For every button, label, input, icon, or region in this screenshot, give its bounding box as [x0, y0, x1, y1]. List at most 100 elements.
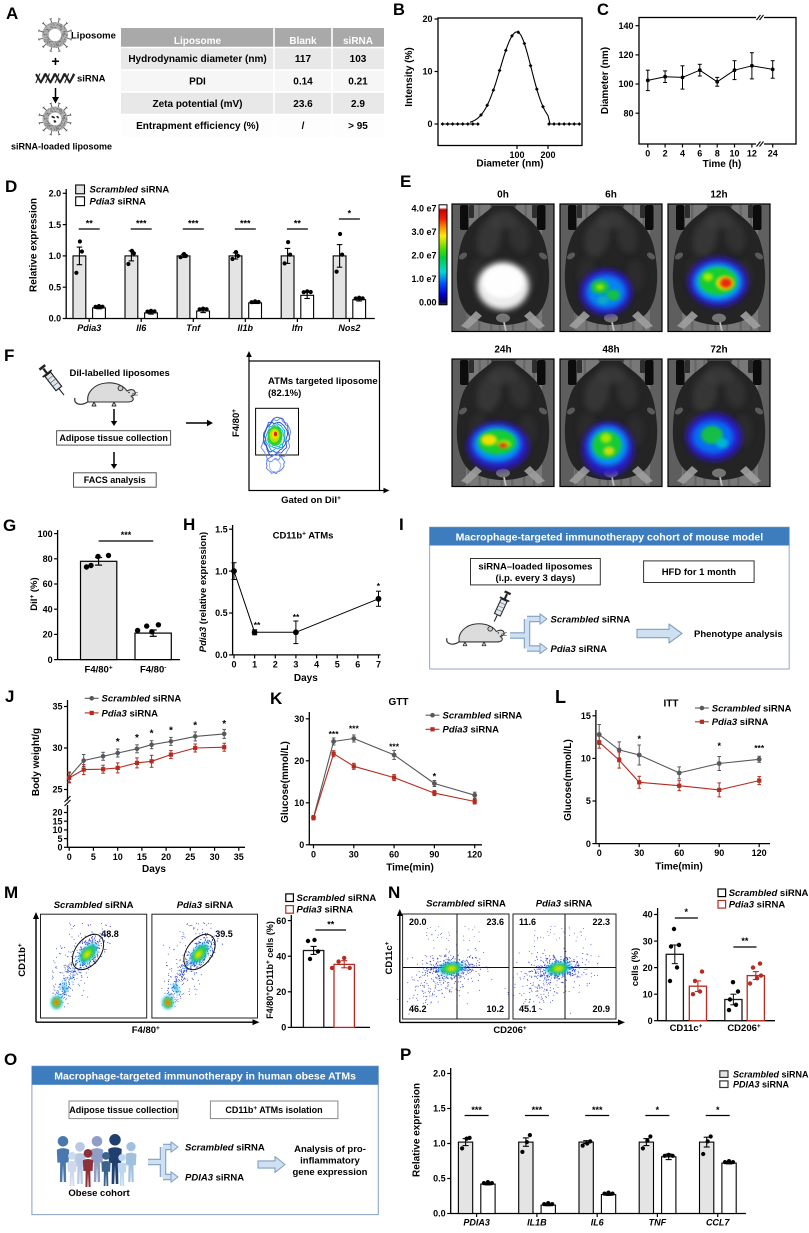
svg-text:***: ***	[389, 742, 400, 752]
svg-text:10: 10	[422, 67, 432, 77]
svg-text:Obese cohort: Obese cohort	[68, 1188, 130, 1199]
svg-text:15: 15	[581, 711, 591, 721]
svg-text:/: /	[302, 121, 305, 132]
svg-text:M: M	[4, 883, 18, 902]
svg-text:1.0 e7: 1.0 e7	[411, 274, 436, 284]
svg-text:23.6: 23.6	[293, 99, 313, 110]
svg-text:Days: Days	[142, 864, 166, 875]
svg-text:0.00: 0.00	[419, 298, 437, 308]
svg-text:120: 120	[752, 848, 767, 858]
svg-text:Intensity (%): Intensity (%)	[404, 47, 415, 106]
svg-text:10: 10	[729, 149, 739, 159]
svg-text:DiI+ (%): DiI+ (%)	[29, 577, 40, 610]
svg-text:***: ***	[592, 1105, 603, 1115]
svg-text:***: ***	[240, 219, 251, 229]
svg-text:*: *	[685, 907, 689, 917]
svg-text:Diameter (nm): Diameter (nm)	[600, 47, 611, 114]
svg-text:20: 20	[52, 808, 62, 818]
svg-text:8: 8	[715, 149, 720, 159]
svg-text:Pdia3 siRNA: Pdia3 siRNA	[712, 717, 769, 728]
svg-text:HFD for 1 month: HFD for 1 month	[662, 567, 737, 578]
svg-text:11.6: 11.6	[519, 917, 536, 927]
svg-text:**: **	[327, 920, 335, 930]
svg-text:0: 0	[231, 659, 236, 669]
svg-text:D: D	[5, 177, 17, 196]
svg-text:30: 30	[349, 849, 359, 859]
svg-text:Pdia3 (relative expression): Pdia3 (relative expression)	[198, 532, 209, 652]
svg-text:***: ***	[471, 1105, 482, 1115]
svg-text:25: 25	[52, 785, 62, 795]
svg-text:0: 0	[67, 852, 72, 862]
svg-text:siRNA: siRNA	[343, 36, 373, 47]
svg-text:90: 90	[714, 848, 724, 858]
svg-text:100: 100	[38, 529, 53, 539]
svg-text:Days: Days	[294, 673, 318, 684]
svg-text:H: H	[183, 515, 195, 534]
svg-text:*: *	[433, 772, 437, 782]
svg-text:B: B	[393, 1, 405, 19]
svg-text:***: ***	[349, 724, 360, 734]
svg-text:> 95: > 95	[348, 121, 368, 132]
svg-text:Adipose tissue collection: Adipose tissue collection	[69, 1105, 178, 1115]
svg-text:0.0: 0.0	[433, 1209, 446, 1219]
svg-text:12h: 12h	[710, 190, 727, 201]
svg-text:P: P	[400, 1045, 411, 1064]
svg-text:CD11b+: CD11b+	[17, 943, 28, 977]
svg-text:*: *	[193, 720, 197, 731]
svg-text:PDIA3 siRNA: PDIA3 siRNA	[185, 1173, 244, 1184]
svg-text:0: 0	[48, 655, 53, 665]
svg-text:***: ***	[329, 729, 340, 739]
svg-text:Zeta potential (mV): Zeta potential (mV)	[152, 99, 242, 110]
svg-text:Scrambled siRNA: Scrambled siRNA	[297, 893, 377, 904]
svg-text:*: *	[377, 581, 381, 591]
svg-text:25: 25	[185, 852, 195, 862]
svg-text:**: **	[86, 219, 94, 229]
svg-text:Ifn: Ifn	[292, 323, 303, 333]
svg-text:F4/80+: F4/80+	[132, 1025, 160, 1036]
svg-text:0.0: 0.0	[215, 650, 228, 660]
svg-text:5: 5	[586, 796, 591, 806]
svg-text:2.9: 2.9	[351, 99, 365, 110]
svg-text:Blank: Blank	[289, 36, 317, 47]
svg-text:Time (h): Time (h)	[703, 159, 742, 170]
svg-text:***: ***	[188, 219, 199, 229]
svg-text:1.5: 1.5	[49, 220, 62, 230]
svg-text:0.14: 0.14	[293, 77, 313, 88]
svg-text:Il1b: Il1b	[238, 323, 254, 333]
svg-text:140: 140	[618, 21, 633, 31]
svg-text:Time(min): Time(min)	[386, 863, 434, 874]
svg-text:40: 40	[43, 604, 53, 614]
svg-text:Body weight/g: Body weight/g	[31, 728, 42, 796]
svg-text:Pdia3 siRNA: Pdia3 siRNA	[102, 708, 159, 719]
svg-text:0: 0	[427, 119, 432, 129]
svg-text:20: 20	[643, 963, 653, 973]
svg-text:***: ***	[754, 743, 765, 753]
svg-text:0: 0	[645, 149, 650, 159]
svg-text:0: 0	[648, 1016, 653, 1026]
svg-text:5: 5	[57, 834, 62, 844]
svg-text:PDIA3: PDIA3	[463, 1218, 490, 1228]
svg-text:Adipose tissue collection: Adipose tissue collection	[59, 433, 168, 443]
svg-text:23.6: 23.6	[486, 917, 504, 927]
svg-text:siRNA–loaded liposomes: siRNA–loaded liposomes	[478, 562, 592, 573]
svg-text:0: 0	[281, 1023, 286, 1033]
svg-text:I: I	[399, 515, 404, 534]
svg-text:35: 35	[52, 702, 62, 712]
svg-text:*: *	[169, 725, 173, 736]
svg-text:20: 20	[161, 852, 171, 862]
svg-text:5: 5	[91, 852, 96, 862]
svg-text:100: 100	[509, 150, 524, 160]
svg-text:CD11c+: CD11c+	[384, 941, 395, 974]
svg-text:+: +	[51, 53, 59, 69]
svg-text:39.5: 39.5	[215, 929, 233, 939]
svg-text:20: 20	[43, 630, 53, 640]
svg-text:Scrambled siRNA: Scrambled siRNA	[729, 888, 809, 899]
svg-text:Analysis of pro-: Analysis of pro-	[294, 1144, 366, 1155]
svg-text:Entrapment efficiency (%): Entrapment efficiency (%)	[136, 121, 259, 132]
svg-text:0.21: 0.21	[348, 77, 368, 88]
svg-text:*: *	[717, 741, 721, 751]
svg-text:IL6: IL6	[591, 1218, 605, 1228]
svg-text:6: 6	[697, 149, 702, 159]
svg-text:(82.1%): (82.1%)	[268, 388, 301, 399]
svg-text:CD11c+: CD11c+	[670, 1023, 703, 1034]
